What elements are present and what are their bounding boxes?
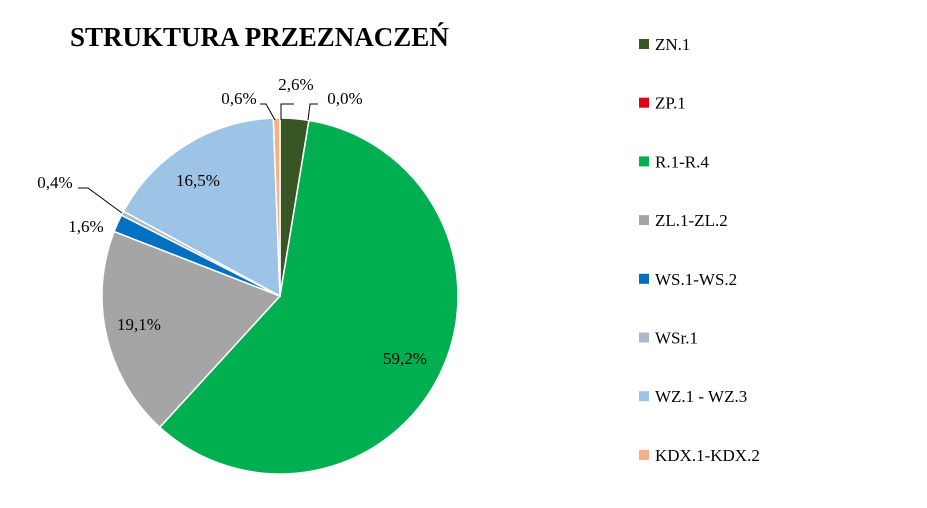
legend-label-wz-1-wz-3: WZ.1 - WZ.3 (655, 387, 747, 406)
data-label-zp-1: 0,0% (327, 89, 362, 108)
leader-line-kdx-1-kdx-2 (260, 103, 276, 121)
legend-label-kdx-1-kdx-2: KDX.1-KDX.2 (655, 446, 760, 465)
legend-swatch-zn-1 (639, 39, 649, 49)
legend-swatch-wsr-1 (639, 332, 649, 343)
slice-wz-1-wz-3 (122, 117, 281, 298)
pie-slices (101, 117, 459, 475)
data-label-wz-1-wz-3: 16,5% (176, 171, 220, 190)
legend-swatch-r-1-r-4 (639, 156, 649, 167)
data-label-zn-1: 2,6% (278, 75, 313, 94)
chart-title: STRUKTURA PRZEZNACZEŃ (70, 22, 449, 52)
legend-swatch-zl-1-zl-2 (639, 215, 649, 226)
slice-zl-1-zl-2 (101, 230, 282, 429)
legend-swatch-zp-1 (639, 97, 649, 108)
legend-label-ws-1-ws-2: WS.1-WS.2 (655, 270, 737, 289)
legend-label-zp-1: ZP.1 (655, 94, 686, 113)
data-label-zl-1-zl-2: 19,1% (117, 315, 161, 334)
leader-line-zn-1 (280, 103, 294, 120)
leader-line-wsr-1 (78, 187, 123, 214)
legend-swatch-ws-1-ws-2 (639, 273, 649, 284)
data-label-kdx-1-kdx-2: 0,6% (221, 89, 256, 108)
data-labels: 2,6% 0,0% 59,2% 19,1% 1,6% 0,4% 16,5% 0,6% (37, 75, 427, 368)
leader-line-zp-1 (307, 103, 318, 121)
legend-label-zl-1-zl-2: ZL.1-ZL.2 (655, 211, 728, 230)
slice-kdx-1-kdx-2 (272, 117, 281, 297)
data-label-ws-1-ws-2: 1,6% (68, 217, 103, 236)
slice-r-1-r-4 (158, 119, 459, 475)
legend-label-zn-1: ZN.1 (655, 35, 690, 54)
legend: ZN.1 ZP.1 R.1-R.4 ZL.1-ZL.2 WS.1-WS.2 WSr.1 WZ… (639, 35, 760, 465)
leader-lines (78, 103, 318, 214)
data-label-wsr-1: 0,4% (37, 173, 72, 192)
legend-label-r-1-r-4: R.1-R.4 (655, 152, 709, 171)
data-label-r-1-r-4: 59,2% (383, 349, 427, 368)
legend-label-wsr-1: WSr.1 (655, 329, 698, 348)
legend-swatch-kdx-1-kdx-2 (639, 449, 649, 460)
legend-swatch-wz-1-wz-3 (639, 391, 649, 402)
